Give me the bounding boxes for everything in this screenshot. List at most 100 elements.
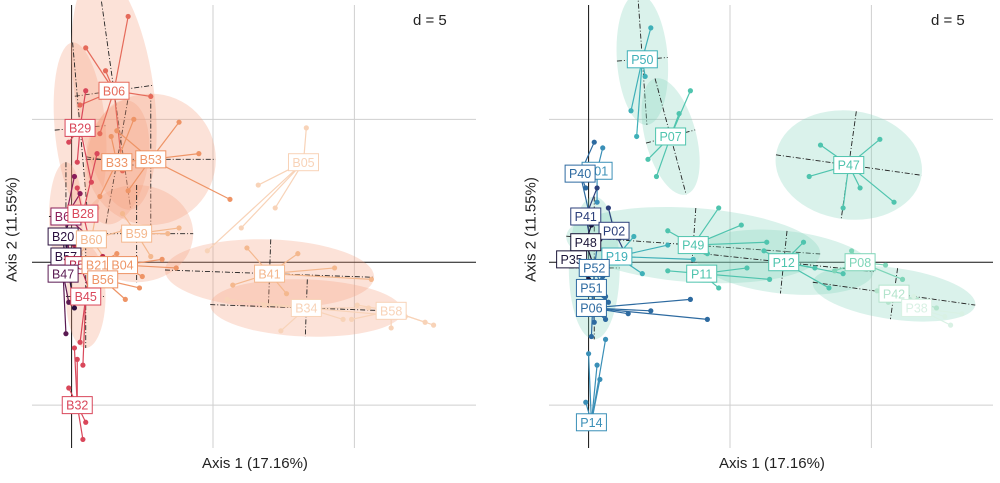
point-P02 [605, 205, 611, 211]
point-P19 [665, 242, 671, 248]
point-B58 [348, 316, 355, 322]
point-B59 [176, 225, 182, 231]
point-B47 [63, 331, 69, 337]
segment-B41 [269, 273, 372, 280]
point-B58 [422, 319, 428, 325]
point-B06 [83, 45, 89, 51]
point-P38 [942, 313, 948, 320]
point-B41 [331, 265, 338, 271]
label-P48: P48 [575, 236, 597, 250]
left-y-axis-label: Axis 2 (11.55%) [3, 177, 21, 282]
point-B05 [272, 205, 278, 211]
point-B45 [77, 339, 83, 345]
label-box-B06 [98, 81, 130, 100]
right-x-axis-label: Axis 1 (17.16%) [719, 455, 825, 472]
point-P42 [933, 305, 940, 311]
point-P47 [877, 136, 883, 142]
point-B34 [224, 296, 230, 302]
point-B41 [283, 291, 290, 297]
segment-P06 [591, 298, 691, 309]
point-P01 [600, 145, 606, 151]
label-B41: B41 [258, 267, 280, 281]
point-P11 [716, 285, 722, 291]
point-P38 [959, 311, 965, 317]
label-box-B04 [106, 256, 138, 275]
label-box-P08 [844, 253, 876, 272]
label-box-B59 [121, 224, 153, 243]
point-P40 [583, 185, 589, 191]
right-y-axis-label: Axis 2 (11.55%) [522, 177, 540, 282]
point-P11 [665, 268, 671, 274]
point-B06 [148, 93, 154, 100]
point-B29 [74, 159, 80, 165]
point-B32 [66, 385, 72, 391]
left-group-labels: B06B29B33B53B05B61B28B20B60B59B57B55B21B… [47, 81, 407, 415]
label-B58: B58 [380, 304, 402, 318]
point-B34 [261, 302, 267, 308]
point-P08 [832, 268, 838, 274]
point-B41 [244, 245, 250, 251]
point-B32 [74, 356, 80, 362]
label-P52: P52 [583, 262, 605, 276]
label-box-P49 [677, 236, 709, 255]
label-B60: B60 [80, 233, 102, 247]
point-B04 [159, 256, 165, 262]
point-B53 [125, 188, 131, 194]
point-P38 [947, 322, 954, 328]
left-x-axis-label: Axis 1 (17.16%) [202, 455, 308, 472]
ellipse-axis-B29 [54, 125, 106, 131]
segment-P14 [587, 353, 593, 423]
point-B41 [295, 251, 301, 257]
point-B53 [114, 128, 120, 134]
label-box-B34 [290, 298, 322, 317]
label-B29: B29 [69, 121, 91, 135]
label-box-P52 [578, 258, 610, 277]
point-P50 [642, 73, 648, 80]
point-P07 [645, 156, 651, 162]
right-ellipses [566, 0, 976, 340]
point-P19 [631, 233, 637, 240]
label-P51: P51 [580, 282, 602, 296]
label-box-P06 [575, 298, 607, 317]
point-P08 [848, 248, 855, 254]
point-P49 [738, 222, 744, 228]
point-B05 [204, 248, 210, 254]
point-P06 [687, 296, 694, 302]
label-B53: B53 [140, 153, 162, 167]
point-P08 [882, 262, 889, 268]
point-B56 [122, 296, 128, 302]
point-P47 [891, 199, 897, 205]
point-P49 [665, 228, 671, 234]
label-B45: B45 [75, 290, 97, 304]
label-P02: P02 [603, 224, 625, 238]
label-P47: P47 [838, 159, 860, 173]
point-P49 [764, 239, 770, 245]
ellipse-axis-B06 [74, 84, 154, 97]
ellipse-axis-B34 [304, 279, 308, 337]
point-P38 [911, 293, 917, 300]
point-P06 [704, 316, 710, 322]
point-B04 [139, 273, 145, 280]
label-B04: B04 [111, 259, 133, 273]
point-P07 [687, 88, 694, 94]
label-B06: B06 [103, 84, 125, 98]
label-box-P41 [570, 207, 602, 226]
point-P14 [594, 362, 600, 368]
point-B05 [303, 125, 309, 131]
point-P50 [628, 108, 634, 114]
point-P07 [676, 111, 682, 117]
point-B06 [125, 13, 131, 20]
label-B28: B28 [72, 207, 94, 221]
label-B33: B33 [106, 156, 128, 170]
label-P19: P19 [606, 250, 628, 264]
point-P50 [634, 133, 640, 140]
label-B20: B20 [52, 230, 74, 244]
segment-P50 [636, 59, 643, 137]
label-box-P11 [686, 264, 718, 283]
point-P19 [690, 256, 696, 262]
point-B28 [74, 185, 80, 191]
point-B59 [119, 211, 126, 217]
